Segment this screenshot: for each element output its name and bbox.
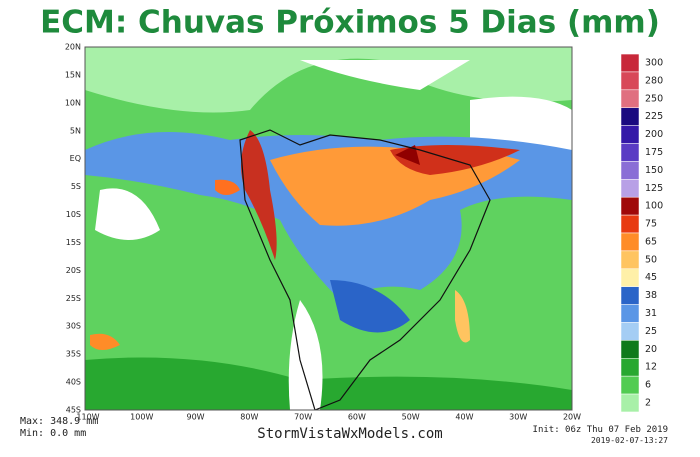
- lon-label: 80W: [240, 413, 258, 422]
- lat-label: 10S: [66, 210, 81, 219]
- legend-swatch: [620, 143, 640, 162]
- legend-swatch: [620, 286, 640, 305]
- legend-swatch: [620, 53, 640, 73]
- stamp-label: 2019-02-07-13:27: [591, 436, 668, 445]
- init-label: Init: 06z Thu 07 Feb 2019: [533, 425, 668, 435]
- legend-label: 300: [645, 58, 663, 69]
- legend-swatch: [620, 358, 640, 377]
- max-label: Max: 348.9 mm: [20, 416, 98, 427]
- lat-label: 35S: [66, 350, 81, 359]
- lat-label: 5S: [71, 182, 81, 191]
- lat-label: 40S: [66, 378, 81, 387]
- lon-label: 60W: [348, 413, 366, 422]
- legend-swatch: [620, 107, 640, 126]
- site-label: StormVistaWxModels.com: [257, 426, 442, 442]
- legend-label: 150: [645, 165, 663, 176]
- legend-label: 6: [645, 380, 651, 391]
- lon-label: 50W: [402, 413, 420, 422]
- lon-label: 20W: [563, 413, 581, 422]
- legend-swatch: [620, 322, 640, 341]
- legend-swatch: [620, 232, 640, 252]
- legend-swatch: [620, 161, 640, 180]
- legend-label: 31: [645, 308, 657, 319]
- lon-label: 90W: [187, 413, 205, 422]
- lon-label: 30W: [509, 413, 527, 422]
- legend-swatch: [620, 340, 640, 359]
- legend-swatch: [620, 393, 640, 413]
- lat-label: 15N: [65, 70, 81, 79]
- lon-label: 110W: [76, 413, 99, 422]
- lon-label: 100W: [130, 413, 153, 422]
- legend-label: 100: [645, 201, 663, 212]
- legend-label: 175: [645, 147, 663, 158]
- legend-swatch: [620, 125, 640, 144]
- min-label: Min: 0.0 mm: [20, 428, 86, 439]
- lat-label: 30S: [66, 322, 81, 331]
- legend-label: 280: [645, 75, 663, 86]
- lat-label: 20N: [65, 43, 81, 52]
- legend-label: 65: [645, 236, 657, 247]
- legend-swatch: [620, 214, 640, 234]
- lat-label: 45S: [66, 406, 81, 415]
- legend-label: 225: [645, 111, 663, 122]
- legend-label: 25: [645, 326, 657, 337]
- legend-label: 200: [645, 129, 663, 140]
- legend-swatch: [620, 250, 640, 270]
- legend-swatch: [620, 89, 640, 108]
- legend-swatch: [620, 71, 640, 91]
- legend-label: 75: [645, 219, 657, 230]
- legend-label: 2: [645, 398, 651, 409]
- title: ECM: Chuvas Próximos 5 Dias (mm): [40, 5, 660, 41]
- map-frame: [84, 46, 573, 411]
- legend-swatch: [620, 304, 640, 323]
- legend-label: 45: [645, 272, 657, 283]
- legend-swatch: [620, 268, 640, 287]
- legend-swatch: [620, 375, 640, 395]
- legend-label: 38: [645, 290, 657, 301]
- lon-label: 70W: [294, 413, 312, 422]
- lat-label: 20S: [66, 266, 81, 275]
- legend-label: 50: [645, 254, 657, 265]
- map: [84, 46, 573, 411]
- legend-label: 125: [645, 183, 663, 194]
- lat-label: EQ: [70, 154, 81, 163]
- lat-label: 15S: [66, 238, 81, 247]
- lon-label: 40W: [455, 413, 473, 422]
- legend-swatch: [620, 179, 640, 198]
- lat-label: 5N: [70, 126, 81, 135]
- legend-label: 12: [645, 362, 657, 373]
- legend-label: 20: [645, 344, 657, 355]
- lat-label: 25S: [66, 294, 81, 303]
- legend-label: 250: [645, 93, 663, 104]
- legend-swatch: [620, 196, 640, 216]
- lat-label: 10N: [65, 98, 81, 107]
